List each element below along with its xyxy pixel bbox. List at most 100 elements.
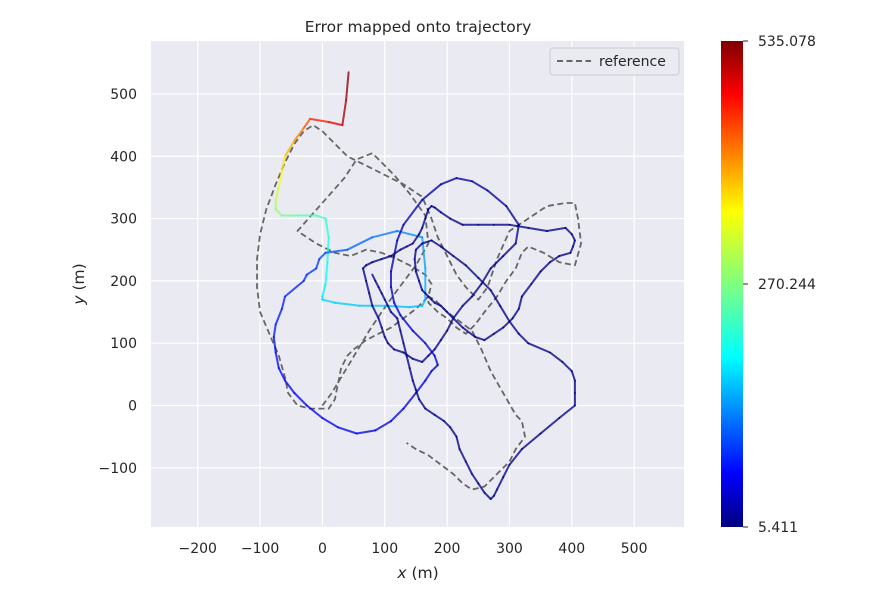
- y-tick-label: 300: [110, 212, 137, 228]
- trajectory-segment: [530, 270, 542, 285]
- x-tick-label: 0: [318, 541, 327, 557]
- trajectory-segment: [405, 354, 411, 370]
- trajectory-segment: [327, 121, 344, 127]
- trajectory-segment: [386, 304, 392, 313]
- trajectory-segment: [443, 420, 452, 429]
- trajectory-segment: [520, 432, 542, 451]
- trajectory-segment: [274, 351, 280, 370]
- legend: reference: [549, 47, 680, 76]
- trajectory-segment: [458, 448, 467, 463]
- trajectory-segment: [455, 435, 461, 451]
- trajectory-segment: [315, 214, 327, 220]
- trajectory-segment: [421, 298, 427, 307]
- trajectory-segment: [374, 420, 392, 432]
- trajectory-segment: [399, 314, 414, 332]
- trajectory-segment: [408, 367, 414, 382]
- colorbar-ticks: 535.078 270.244 5.411: [743, 34, 816, 536]
- trajectory-segment: [399, 245, 408, 251]
- trajectory-segment: [302, 117, 311, 130]
- trajectory-segment: [284, 279, 305, 298]
- trajectory-segment: [302, 273, 308, 282]
- trajectory-segment: [324, 248, 349, 254]
- trajectory-segment: [539, 417, 561, 435]
- trajectory-segment: [396, 317, 402, 332]
- trajectory-segment: [411, 357, 424, 363]
- trajectory-segment: [477, 482, 486, 494]
- trajectory-segment: [371, 230, 399, 239]
- trajectory-segment: [377, 286, 383, 295]
- trajectory-segment: [305, 404, 324, 419]
- trajectory-segment: [371, 273, 377, 282]
- trajectory-segment: [514, 223, 520, 245]
- trajectory-segment: [390, 248, 402, 257]
- trajectory-segment: [427, 348, 436, 357]
- trajectory-segment: [474, 336, 486, 342]
- trajectory-segment: [293, 127, 305, 142]
- y-tick-label: 100: [110, 336, 137, 352]
- trajectory-segment: [508, 223, 530, 229]
- trajectory-segment: [558, 251, 572, 257]
- trajectory-segment: [471, 180, 489, 192]
- trajectory-segment: [464, 264, 480, 279]
- trajectory-segment: [365, 279, 371, 295]
- trajectory-segment: [402, 198, 424, 226]
- y-tick-labels: −100 0 100 200 300 400 500: [99, 87, 137, 477]
- trajectory-segment: [572, 239, 576, 248]
- trajectory-segment: [433, 339, 442, 351]
- trajectory-segment: [505, 205, 520, 226]
- trajectory-segment: [439, 177, 458, 186]
- trajectory-segment: [402, 342, 408, 357]
- trajectory-segment: [413, 258, 417, 273]
- trajectory-segment: [471, 283, 483, 298]
- trajectory-segment: [414, 388, 421, 401]
- trajectory-segment: [305, 267, 318, 276]
- trajectory-segment: [413, 248, 417, 261]
- legend-reference-label: reference: [599, 54, 666, 70]
- y-axis-unit: (m): [70, 263, 88, 295]
- trajectory-segment: [362, 267, 368, 282]
- x-tick-label: 400: [558, 541, 585, 557]
- x-tick-label: 300: [496, 541, 523, 557]
- trajectory-segment: [439, 211, 452, 220]
- trajectory-segment: [321, 417, 339, 429]
- trajectory-segment: [502, 317, 514, 329]
- x-tick-label: 100: [371, 541, 398, 557]
- trajectory-segment: [561, 360, 573, 373]
- trajectory-segment: [411, 233, 421, 245]
- trajectory-segment: [284, 139, 296, 158]
- colorbar-gradient: [721, 41, 743, 527]
- trajectory-segment: [446, 317, 455, 332]
- trajectory-segment: [477, 276, 492, 292]
- trajectory-segment: [499, 304, 511, 323]
- trajectory-segment: [433, 413, 445, 423]
- trajectory-segment: [545, 226, 567, 232]
- trajectory-segment: [390, 286, 396, 304]
- trajectory-segment: [421, 239, 433, 245]
- trajectory-segment: [446, 311, 455, 320]
- trajectory-segment: [464, 460, 473, 475]
- trajectory-segment: [321, 283, 327, 298]
- trajectory-segment: [455, 177, 473, 183]
- y-axis-label: y (m): [70, 263, 88, 305]
- trajectory-segment: [380, 255, 392, 261]
- trajectory-segment: [508, 448, 523, 466]
- trajectory-segment: [345, 71, 350, 102]
- trajectory-segment: [414, 379, 427, 394]
- trajectory-segment: [430, 364, 439, 373]
- trajectory-segment: [570, 370, 576, 382]
- trajectory-segment: [337, 426, 358, 435]
- y-tick-label: 400: [110, 149, 137, 165]
- trajectory-segment: [383, 336, 389, 345]
- trajectory-segment: [418, 398, 427, 410]
- trajectory-segment: [411, 329, 427, 345]
- trajectory-segment: [452, 255, 467, 267]
- trajectory-segment: [424, 407, 436, 416]
- trajectory-segment: [414, 270, 421, 282]
- x-tick-label: 200: [434, 541, 461, 557]
- trajectory-segment: [333, 301, 361, 307]
- trajectory-segment: [280, 295, 286, 310]
- trajectory-segment: [408, 304, 424, 309]
- trajectory-segment: [418, 279, 424, 292]
- trajectory-segment: [365, 261, 374, 267]
- x-tick-label: −100: [241, 541, 279, 557]
